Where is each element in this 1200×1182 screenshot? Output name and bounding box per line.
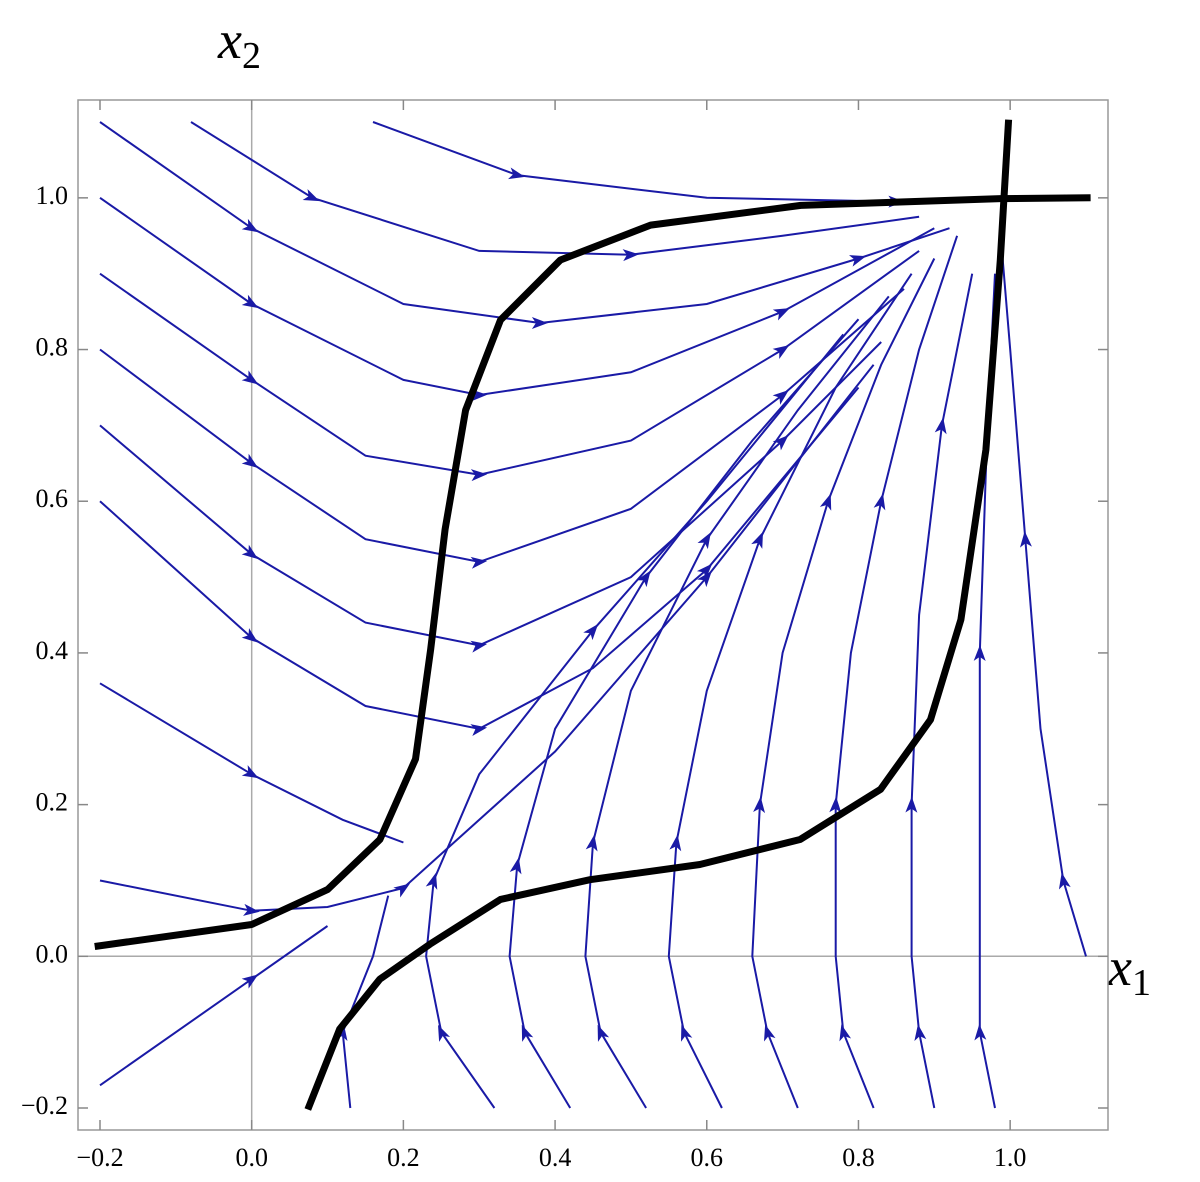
- stream-arrow: [241, 218, 259, 233]
- y-tick-label: −0.2: [21, 1091, 68, 1120]
- stream-arrow: [241, 453, 259, 468]
- stream-arrow: [243, 903, 260, 916]
- streamline: [425, 333, 845, 1109]
- streamline: [99, 386, 860, 730]
- stream-arrow: [241, 294, 259, 309]
- streamline: [190, 121, 920, 256]
- stream-arrow: [829, 796, 842, 813]
- stream-arrow: [241, 765, 259, 779]
- stream-arrow: [425, 872, 438, 890]
- streamline: [834, 235, 959, 1109]
- y-tick-label: 0.6: [36, 484, 69, 513]
- stream-arrow: [839, 1024, 852, 1042]
- nullcline: [304, 119, 1013, 1111]
- y-tick-label: 1.0: [36, 181, 69, 210]
- stream-arrow: [1058, 872, 1071, 890]
- stream-arrow: [241, 974, 259, 989]
- streamline: [667, 273, 913, 1109]
- streamline: [584, 295, 890, 1109]
- stream-arrow: [1019, 531, 1032, 548]
- stream-arrow: [585, 834, 598, 852]
- stream-arrow: [873, 493, 886, 511]
- stream-arrow: [669, 834, 682, 852]
- streamline: [508, 318, 860, 1109]
- stream-arrow: [763, 1024, 776, 1042]
- stream-arrow: [470, 724, 488, 737]
- stream-arrow: [241, 544, 259, 560]
- stream-arrow: [636, 570, 651, 588]
- y-tick-label: 0.8: [36, 333, 69, 362]
- nullcline: [94, 194, 1091, 950]
- streamline: [1001, 258, 1087, 957]
- stream-arrow: [438, 1024, 451, 1042]
- streamline: [341, 895, 390, 1109]
- x-tick-label: 0.8: [842, 1143, 875, 1172]
- stream-arrow: [509, 857, 522, 875]
- streamline: [99, 341, 882, 647]
- stream-arrow: [393, 883, 410, 898]
- stream-arrow: [934, 417, 947, 435]
- stream-arrow: [302, 189, 320, 202]
- stream-arrow: [521, 1024, 534, 1042]
- stream-arrow: [819, 493, 832, 511]
- stream-arrow: [597, 1024, 610, 1042]
- stream-arrow: [241, 370, 259, 385]
- y-axis-label: x2: [217, 10, 261, 77]
- streamline: [372, 121, 1003, 203]
- stream-arrow: [973, 644, 986, 662]
- x-tick-label: 0.6: [691, 1143, 724, 1172]
- y-tick-label: 0.2: [36, 788, 69, 817]
- stream-arrow: [772, 308, 790, 321]
- stream-arrow: [974, 1024, 987, 1041]
- stream-arrow: [914, 1024, 927, 1041]
- stream-arrow: [470, 556, 488, 569]
- streamline: [99, 364, 875, 912]
- stream-arrow: [470, 640, 488, 653]
- streamline: [99, 288, 905, 563]
- stream-arrow: [751, 531, 763, 549]
- y-label-sub: 2: [242, 35, 261, 77]
- x-tick-label: 0.0: [235, 1143, 268, 1172]
- stream-arrow: [905, 796, 918, 813]
- x-tick-label: 0.4: [539, 1143, 572, 1172]
- x-tick-label: 0.2: [387, 1143, 420, 1172]
- plot-frame: [77, 99, 1109, 1131]
- stream-arrow: [696, 563, 713, 580]
- stream-arrow: [772, 345, 790, 359]
- stream-arrow: [753, 796, 766, 814]
- stream-arrow: [531, 316, 548, 329]
- streamline: [751, 258, 936, 1109]
- streamline: [99, 682, 404, 844]
- stream-arrow: [622, 249, 639, 262]
- y-label-main: x: [217, 10, 242, 70]
- x-label-main: x: [1107, 937, 1132, 997]
- streamline: [99, 196, 935, 397]
- x-label-sub: 1: [1132, 962, 1151, 1004]
- stream-arrow: [772, 435, 789, 451]
- x-axis-label: x1: [1107, 937, 1151, 1004]
- streamline: [99, 925, 329, 1087]
- x-tick-label: 1.0: [994, 1143, 1027, 1172]
- stream-arrow: [470, 469, 488, 482]
- x-tick-label: −0.2: [76, 1143, 123, 1172]
- stream-arrow: [697, 570, 712, 588]
- stream-arrow: [849, 255, 867, 267]
- stream-arrow: [697, 532, 711, 550]
- stream-arrow: [583, 624, 599, 641]
- y-tick-label: 0.0: [36, 939, 69, 968]
- y-tick-label: 0.4: [36, 636, 69, 665]
- stream-arrow: [772, 390, 789, 405]
- stream-arrow: [680, 1024, 693, 1042]
- stream-arrow: [241, 628, 259, 643]
- stream-arrow: [508, 167, 525, 180]
